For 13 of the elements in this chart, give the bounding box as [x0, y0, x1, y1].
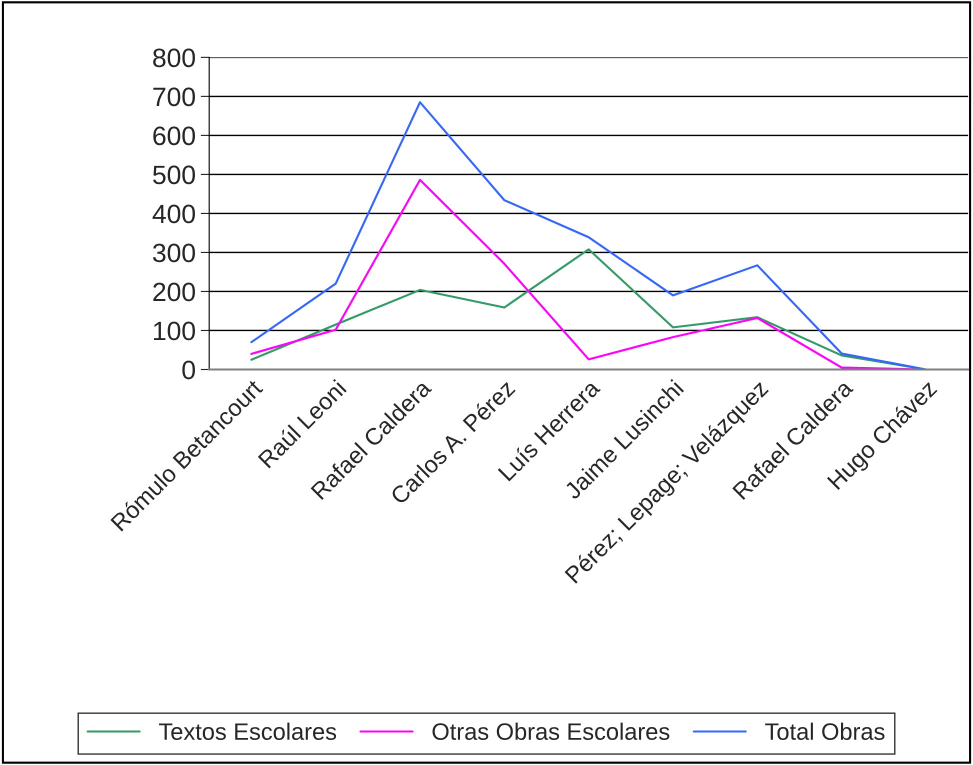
- y-tick-label: 800: [153, 48, 195, 68]
- line-series: [250, 101, 928, 370]
- y-tick-label: 700: [153, 88, 195, 106]
- y-tick-label: 600: [153, 126, 195, 146]
- y-tick-label: 300: [152, 244, 195, 262]
- y-tick-label: 200: [153, 282, 195, 302]
- y-tick-label: 400: [152, 204, 195, 224]
- y-tick-label: 100: [154, 322, 195, 340]
- legend-label: Otras Obras Escolares: [432, 722, 670, 740]
- legend-label: Textos Escolares: [159, 722, 336, 740]
- legend-label: Total Obras: [765, 722, 884, 740]
- y-tick-label: 0: [182, 360, 195, 380]
- y-tick-label: 500: [153, 166, 195, 184]
